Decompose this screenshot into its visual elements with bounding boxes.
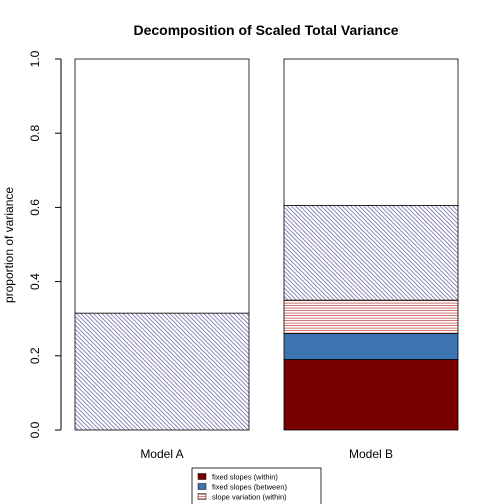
bar-segment	[74, 312, 250, 431]
legend-label: slope variation (within)	[212, 493, 287, 502]
bar-segment	[283, 333, 459, 360]
bar-segment	[283, 205, 459, 301]
legend-swatch	[197, 493, 207, 500]
bar-segment	[283, 299, 459, 334]
y-tick-label: 0.8	[28, 125, 42, 142]
chart-title: Decomposition of Scaled Total Variance	[133, 22, 398, 38]
bar-segment	[283, 359, 459, 431]
legend-label: fixed slopes (between)	[212, 483, 288, 492]
legend-box	[191, 467, 322, 504]
bar-segment	[74, 58, 250, 314]
y-tick-label: 1.0	[28, 50, 42, 67]
y-axis: 0.0 0.2 0.4 0.6 0.8 1.0	[28, 50, 62, 438]
legend-label: fixed slopes (within)	[212, 473, 278, 482]
legend: fixed slopes (within)fixed slopes (betwe…	[191, 467, 322, 504]
category-label: Model A	[140, 447, 183, 461]
y-tick-label: 0.6	[28, 199, 42, 216]
category-labels: Model A Model B	[140, 447, 393, 461]
bar-segment	[283, 58, 459, 206]
y-tick-label: 0.2	[28, 347, 42, 364]
y-tick-label: 0.4	[28, 273, 42, 290]
y-tick-label: 0.0	[28, 421, 42, 438]
bars	[74, 58, 459, 431]
legend-swatch	[197, 473, 207, 480]
y-axis-label: proportion of variance	[2, 187, 16, 303]
legend-swatch	[197, 483, 207, 490]
category-label: Model B	[349, 447, 393, 461]
